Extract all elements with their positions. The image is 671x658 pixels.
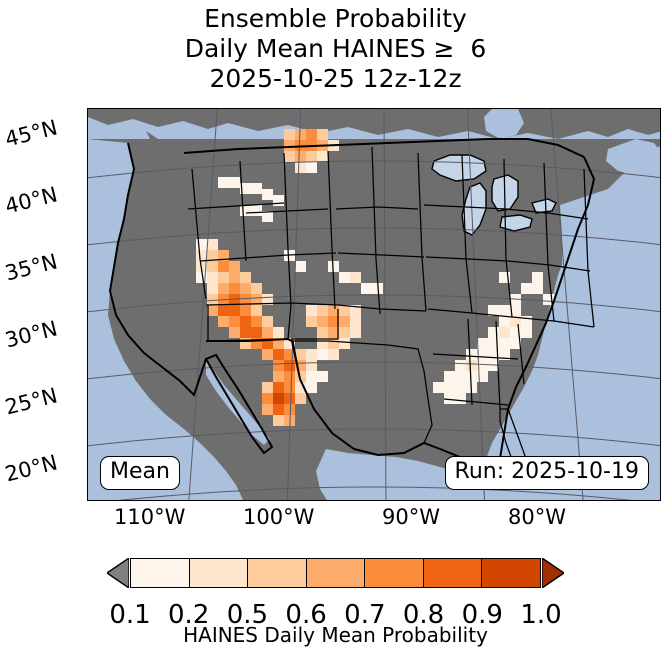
- lon-tick-110w: 110°W: [114, 505, 186, 529]
- colorbar-tick-labels: 0.1 0.2 0.5 0.6 0.7 0.8 0.9 1.0: [109, 600, 561, 630]
- colorbar[interactable]: 0.1 0.2 0.5 0.6 0.7 0.8 0.9 1.0: [107, 558, 564, 630]
- colorbar-segment-3: [305, 559, 365, 587]
- mean-label-box: Mean: [100, 456, 180, 490]
- title-line-1: Ensemble Probability: [204, 4, 467, 33]
- lat-tick-30n: 30°N: [2, 316, 60, 353]
- cbar-tick-4: 0.7: [344, 600, 386, 630]
- map-panel[interactable]: Mean Run: 2025-10-19: [87, 108, 661, 501]
- cbar-tick-6: 0.9: [461, 600, 503, 630]
- lat-tick-45n: 45°N: [2, 115, 60, 152]
- cbar-tick-3: 0.6: [285, 600, 327, 630]
- graticule-lines: [88, 109, 660, 500]
- lake-erie: [499, 214, 533, 232]
- colorbar-segment-6: [481, 559, 541, 587]
- colorbar-segments: [130, 558, 541, 588]
- cbar-tick-2: 0.5: [226, 600, 269, 630]
- colorbar-segment-2: [247, 559, 306, 587]
- lat-tick-40n: 40°N: [2, 182, 60, 219]
- colorbar-segment-1: [188, 559, 248, 587]
- lake-superior: [431, 154, 487, 182]
- lat-tick-35n: 35°N: [2, 249, 60, 286]
- lon-tick-100w: 100°W: [243, 505, 315, 529]
- title-line-2: Daily Mean HAINES ≥ 6: [184, 34, 487, 63]
- lat-tick-25n: 25°N: [2, 383, 60, 420]
- figure-title: Ensemble Probability Daily Mean HAINES ≥…: [0, 4, 671, 94]
- title-line-3: 2025-10-25 12z-12z: [209, 64, 462, 93]
- colorbar-over-arrow: [542, 558, 564, 588]
- colorbar-segment-4: [364, 559, 423, 587]
- lon-tick-80w: 80°W: [508, 505, 566, 529]
- colorbar-segment-0: [131, 559, 189, 587]
- cbar-tick-5: 0.8: [402, 600, 445, 630]
- colorbar-area: 0.1 0.2 0.5 0.6 0.7 0.8 0.9 1.0 HAINES D…: [0, 548, 671, 658]
- map-canvas: Mean Run: 2025-10-19: [88, 109, 660, 500]
- lat-tick-20n: 20°N: [2, 450, 60, 487]
- colorbar-under-arrow: [107, 558, 129, 588]
- cbar-tick-1: 0.2: [168, 600, 210, 630]
- national-borders: [108, 138, 596, 473]
- cbar-tick-0: 0.1: [109, 600, 151, 630]
- run-label-box: Run: 2025-10-19: [444, 456, 649, 490]
- map-graphic: [88, 109, 660, 500]
- cbar-tick-7: 1.0: [520, 600, 562, 630]
- colorbar-segment-5: [422, 559, 482, 587]
- colorbar-title: HAINES Daily Mean Probability: [183, 623, 488, 647]
- lon-tick-90w: 90°W: [382, 505, 440, 529]
